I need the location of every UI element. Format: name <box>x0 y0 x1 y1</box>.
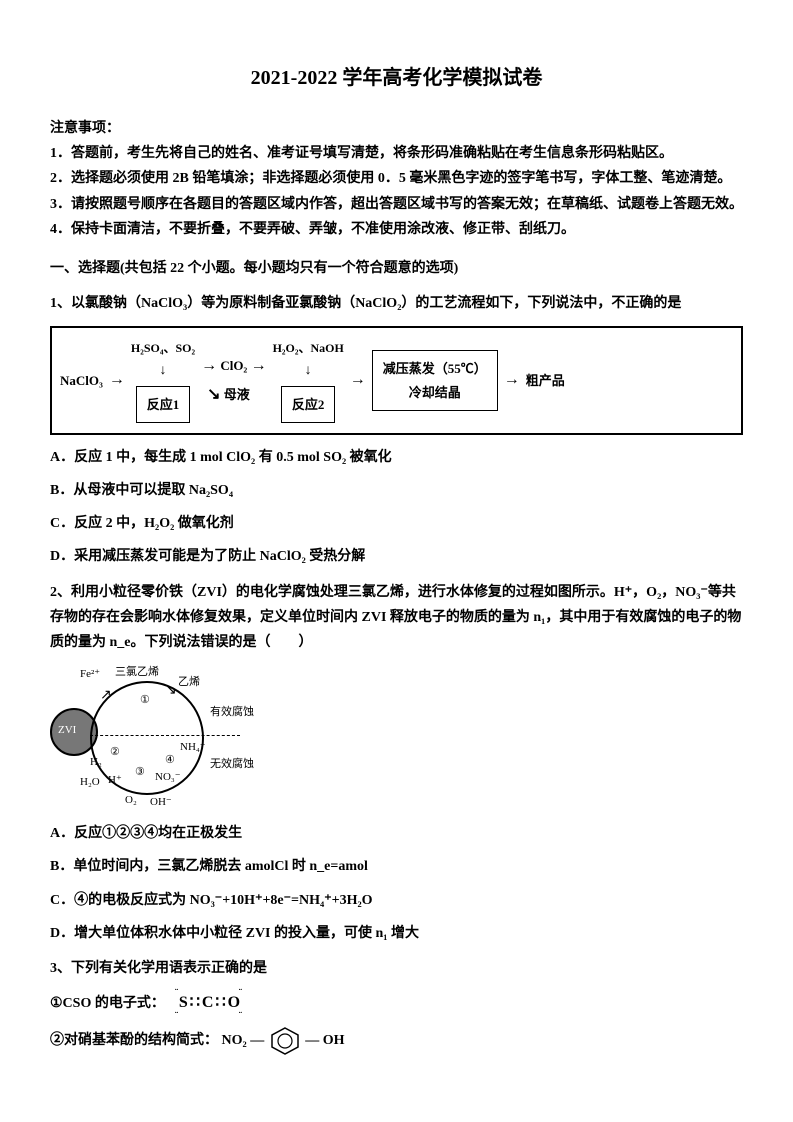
notice-item: 2．选择题必须使用 2B 铅笔填涂；非选择题必须使用 0．5 毫米黑色字迹的签字… <box>50 166 743 191</box>
flow-output: 粗产品 <box>526 369 565 392</box>
q1-option-b: B．从母液中可以提取 Na₂SO₄ <box>50 478 743 503</box>
flow-input: NaClO₃ <box>60 369 103 392</box>
flow-box: 减压蒸发（55℃） 冷却结晶 <box>372 350 498 411</box>
label-o2: O₂ <box>125 791 137 811</box>
page-title: 2021-2022 学年高考化学模拟试卷 <box>50 60 743 96</box>
label-zvi: ZVI <box>58 721 76 741</box>
label-ethene: 乙烯 <box>178 673 200 693</box>
label-circle-2: ② <box>110 743 120 763</box>
notice-header: 注意事项： <box>50 116 743 141</box>
q2-option-d: D．增大单位体积水体中小粒径 ZVI 的投入量，可使 n₁ 增大 <box>50 921 743 946</box>
q1-option-d: D．采用减压蒸发可能是为了防止 NaClO₂ 受热分解 <box>50 544 743 569</box>
notice-item: 3．请按照题号顺序在各题目的答题区域内作答，超出答题区域书写的答案无效；在草稿纸… <box>50 192 743 217</box>
flow-box: 反应2 <box>281 386 336 423</box>
label-hplus: H⁺ <box>108 771 122 791</box>
arrow-icon: → <box>201 357 217 374</box>
arrow-icon: → <box>251 357 267 374</box>
label-nh4: NH₄⁺ <box>180 738 206 758</box>
arrow-icon: → <box>350 366 366 395</box>
q1-option-c: C．反应 2 中，H₂O₂ 做氧化剂 <box>50 511 743 536</box>
down-arrow-icon: ↓ <box>305 358 312 383</box>
flow-step-2: H₂O₂、NaOH ↓ 反应2 <box>273 338 344 423</box>
flow-reagent: H₂SO₄、SO₂ <box>131 338 195 356</box>
label-ineffective: 无效腐蚀 <box>210 755 254 775</box>
q2-option-b: B．单位时间内，三氯乙烯脱去 amolCl 时 n_e=amol <box>50 854 743 879</box>
label-tce: 三氯乙烯 <box>115 663 159 683</box>
label-circle-4: ④ <box>165 751 175 771</box>
q2-diagram: Fe²⁺ 三氯乙烯 乙烯 有效腐蚀 无效腐蚀 ZVI H₂ H₂O O₂ OH⁻… <box>50 663 280 813</box>
q1-flowchart: NaClO₃ → H₂SO₄、SO₂ ↓ 反应1 → ClO₂ → ↘ 母液 H… <box>50 326 743 435</box>
q3-item-2: ②对硝基苯酚的结构简式： NO₂ — — OH <box>50 1026 743 1056</box>
curve-arrow-icon: ↘ <box>165 678 177 703</box>
item1-label: ①CSO 的电子式： <box>50 996 165 1011</box>
q3-stem: 3、下列有关化学用语表示正确的是 <box>50 956 743 981</box>
arrow-icon: ↘ <box>207 386 220 403</box>
label-circle-1: ① <box>140 691 150 711</box>
label-no3: NO₃⁻ <box>155 768 181 788</box>
flow-step-1: H₂SO₄、SO₂ ↓ 反应1 <box>131 338 195 423</box>
q1-stem: 1、以氯酸钠（NaClO₃）等为原料制备亚氯酸钠（NaClO₂）的工艺流程如下，… <box>50 291 743 316</box>
lewis-structure: ¨ ¨ S∷C∷O ¨ ¨ <box>179 994 242 1011</box>
q2-stem: 2、利用小粒径零价铁（ZVI）的电化学腐蚀处理三氯乙烯，进行水体修复的过程如图所… <box>50 580 743 656</box>
benzene-ring-icon <box>268 1026 302 1056</box>
down-arrow-icon: ↓ <box>159 358 166 383</box>
flow-box-line: 冷却结晶 <box>383 381 487 404</box>
flow-intermediate: ClO₂ <box>220 358 247 373</box>
q1-option-a: A．反应 1 中，每生成 1 mol ClO₂ 有 0.5 mol SO₂ 被氧… <box>50 445 743 470</box>
label-oh: OH⁻ <box>150 793 172 813</box>
flow-mother-liquor: 母液 <box>224 387 250 402</box>
section-heading: 一、选择题(共包括 22 个小题。每小题均只有一个符合题意的选项) <box>50 256 743 281</box>
notice-item: 1．答题前，考生先将自己的姓名、准考证号填写清楚，将条形码准确粘贴在考生信息条形… <box>50 141 743 166</box>
label-h2o: H₂O <box>80 773 100 793</box>
q2-option-a: A．反应①②③④均在正极发生 <box>50 821 743 846</box>
flow-reagent: H₂O₂、NaOH <box>273 338 344 356</box>
arrow-icon: → <box>109 366 125 395</box>
curve-arrow-icon: ↗ <box>100 683 112 708</box>
label-fe2: Fe²⁺ <box>80 665 100 685</box>
flow-box-line: 减压蒸发（55℃） <box>383 357 487 380</box>
label-effective: 有效腐蚀 <box>210 703 254 723</box>
label-h2: H₂ <box>90 753 102 773</box>
substituent-left: NO₂ <box>222 1033 247 1048</box>
item2-label: ②对硝基苯酚的结构简式： <box>50 1033 218 1048</box>
dashed-line-icon <box>90 735 240 736</box>
notice-item: 4．保持卡面清洁，不要折叠，不要弄破、弄皱，不准使用涂改液、修正带、刮纸刀。 <box>50 217 743 242</box>
flow-box: 反应1 <box>136 386 191 423</box>
substituent-right: OH <box>323 1033 345 1048</box>
flow-split: → ClO₂ → ↘ 母液 <box>201 352 267 410</box>
lewis-formula-text: S∷C∷O <box>179 994 242 1011</box>
q2-option-c: C．④的电极反应式为 NO₃⁻+10H⁺+8e⁻=NH₄⁺+3H₂O <box>50 888 743 913</box>
arrow-icon: → <box>504 366 520 395</box>
label-circle-3: ③ <box>135 763 145 783</box>
q3-item-1: ①CSO 的电子式： ¨ ¨ S∷C∷O ¨ ¨ <box>50 989 743 1018</box>
